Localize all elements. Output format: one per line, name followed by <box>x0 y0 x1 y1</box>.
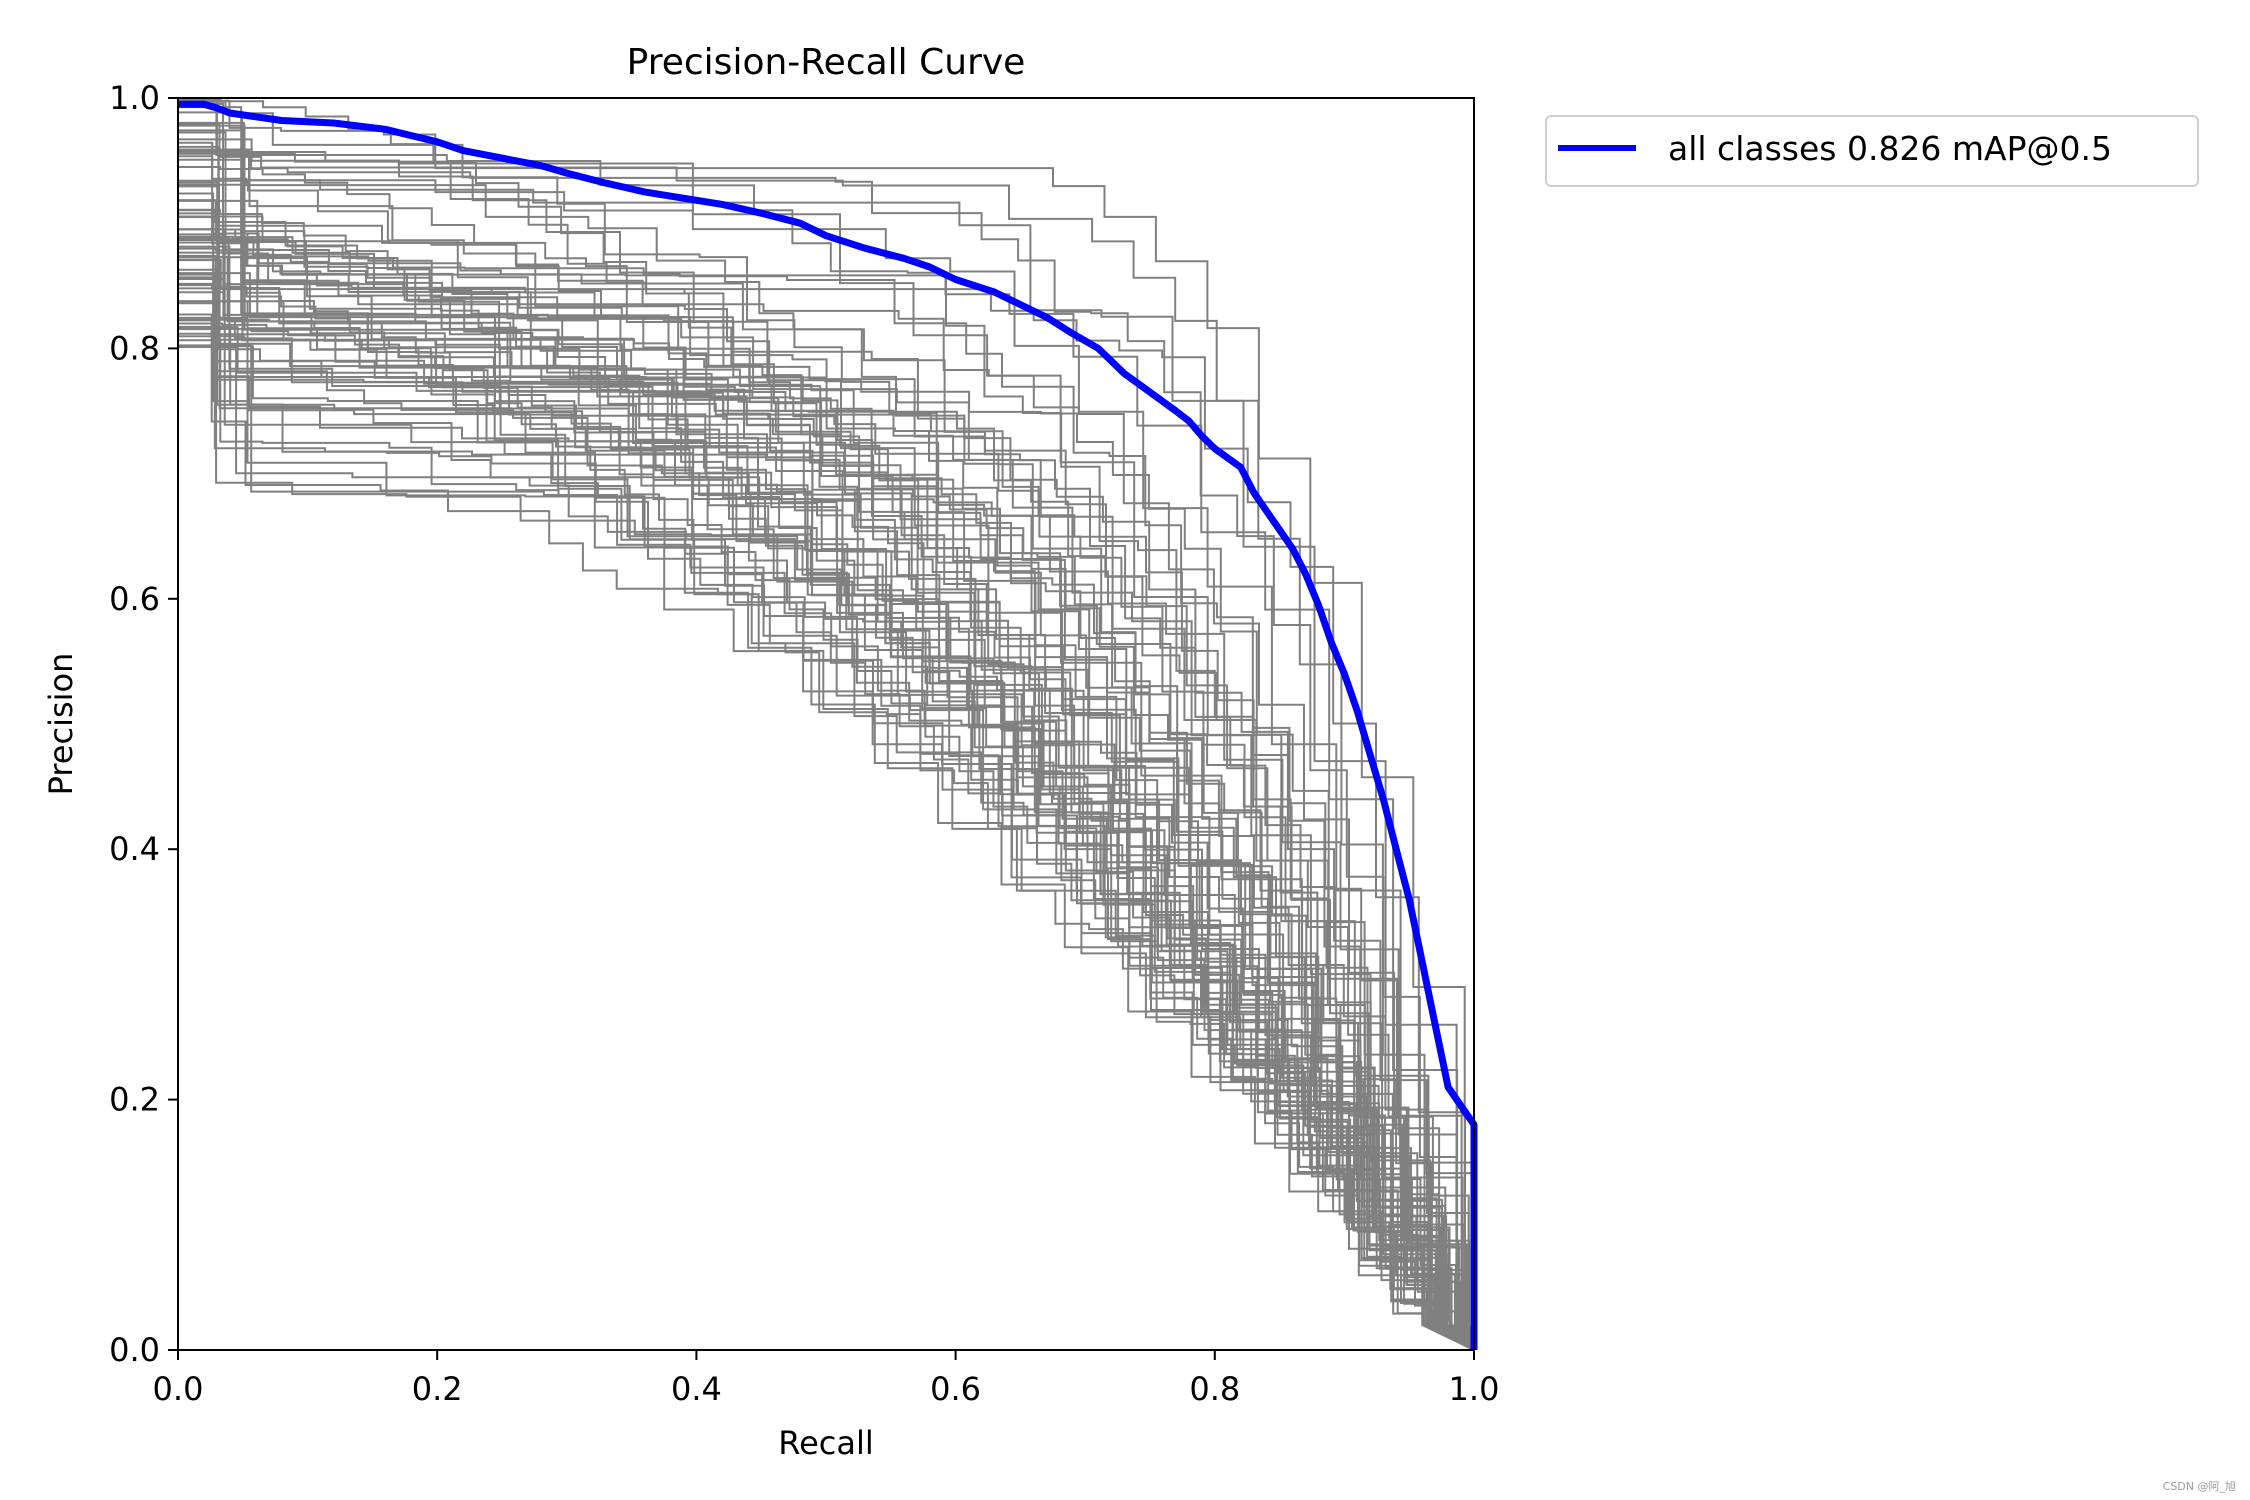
class-curve-70 <box>178 148 1475 1351</box>
class-curve-67 <box>178 287 1475 1351</box>
class-curve-76 <box>178 100 1475 1351</box>
class-curve-9 <box>178 241 1475 1351</box>
chart-title: Precision-Recall Curve <box>627 42 1026 83</box>
class-curve-61 <box>178 129 1475 1351</box>
class-curve-79 <box>178 254 1475 1351</box>
legend: all classes 0.826 mAP@0.5 <box>1545 115 2199 187</box>
y-axis: 0.0 0.2 0.4 0.6 0.8 1.0 <box>109 79 178 1369</box>
class-curve-29 <box>178 300 1475 1351</box>
class-curve-49 <box>178 99 1475 1351</box>
class-curve-17 <box>178 149 1475 1351</box>
class-curve-60 <box>178 327 1475 1351</box>
x-tick-label: 0.2 <box>412 1370 463 1408</box>
x-tick-label: 0.6 <box>930 1370 981 1408</box>
y-tick-label: 1.0 <box>109 79 160 117</box>
y-tick-label: 0.0 <box>109 1331 160 1369</box>
class-curve-30 <box>178 166 1475 1351</box>
class-curve-28 <box>178 123 1475 1351</box>
class-curve-69 <box>178 215 1475 1351</box>
class-curve-36 <box>178 328 1475 1351</box>
y-tick-label: 0.2 <box>109 1081 160 1119</box>
x-tick-label: 0.0 <box>153 1370 204 1408</box>
class-curve-23 <box>178 332 1475 1351</box>
class-curve-43 <box>178 152 1475 1351</box>
x-axis-label: Recall <box>778 1424 873 1462</box>
class-curve-65 <box>178 247 1475 1351</box>
class-curve-19 <box>178 150 1475 1351</box>
class-curve-14 <box>178 141 1475 1351</box>
class-curve-26 <box>178 183 1475 1351</box>
y-axis-label: Precision <box>42 653 80 796</box>
class-curve-75 <box>178 282 1475 1351</box>
class-curve-66 <box>178 345 1475 1351</box>
x-axis: 0.0 0.2 0.4 0.6 0.8 1.0 <box>153 1350 1500 1408</box>
x-tick-label: 0.4 <box>671 1370 722 1408</box>
class-curve-31 <box>178 328 1475 1351</box>
class-curve-39 <box>178 239 1475 1351</box>
per-class-curves <box>178 98 1475 1351</box>
class-curve-35 <box>178 284 1475 1351</box>
legend-label-all-classes: all classes 0.826 mAP@0.5 <box>1668 129 2112 168</box>
watermark: CSDN @阿_旭 <box>2162 1480 2236 1493</box>
class-curve-59 <box>178 291 1475 1351</box>
class-curve-73 <box>178 313 1475 1351</box>
x-tick-label: 0.8 <box>1189 1370 1240 1408</box>
class-curve-71 <box>178 251 1475 1351</box>
class-curve-22 <box>178 319 1475 1351</box>
class-curve-72 <box>178 131 1475 1351</box>
y-tick-label: 0.4 <box>109 830 160 868</box>
x-tick-label: 1.0 <box>1449 1370 1500 1408</box>
y-tick-label: 0.8 <box>109 329 160 367</box>
class-curve-62 <box>178 300 1475 1351</box>
y-tick-label: 0.6 <box>109 580 160 618</box>
class-curve-77 <box>178 121 1475 1351</box>
all-classes-series <box>178 100 1478 1350</box>
class-curve-58 <box>178 228 1475 1351</box>
plot-frame <box>177 97 1475 1351</box>
class-curve-54 <box>178 100 1475 1351</box>
class-curve-78 <box>178 111 1475 1351</box>
series-line-all-classes <box>178 100 1478 1350</box>
class-curve-74 <box>178 106 1475 1351</box>
legend-box <box>1545 115 2199 187</box>
class-curve-34 <box>178 245 1475 1351</box>
